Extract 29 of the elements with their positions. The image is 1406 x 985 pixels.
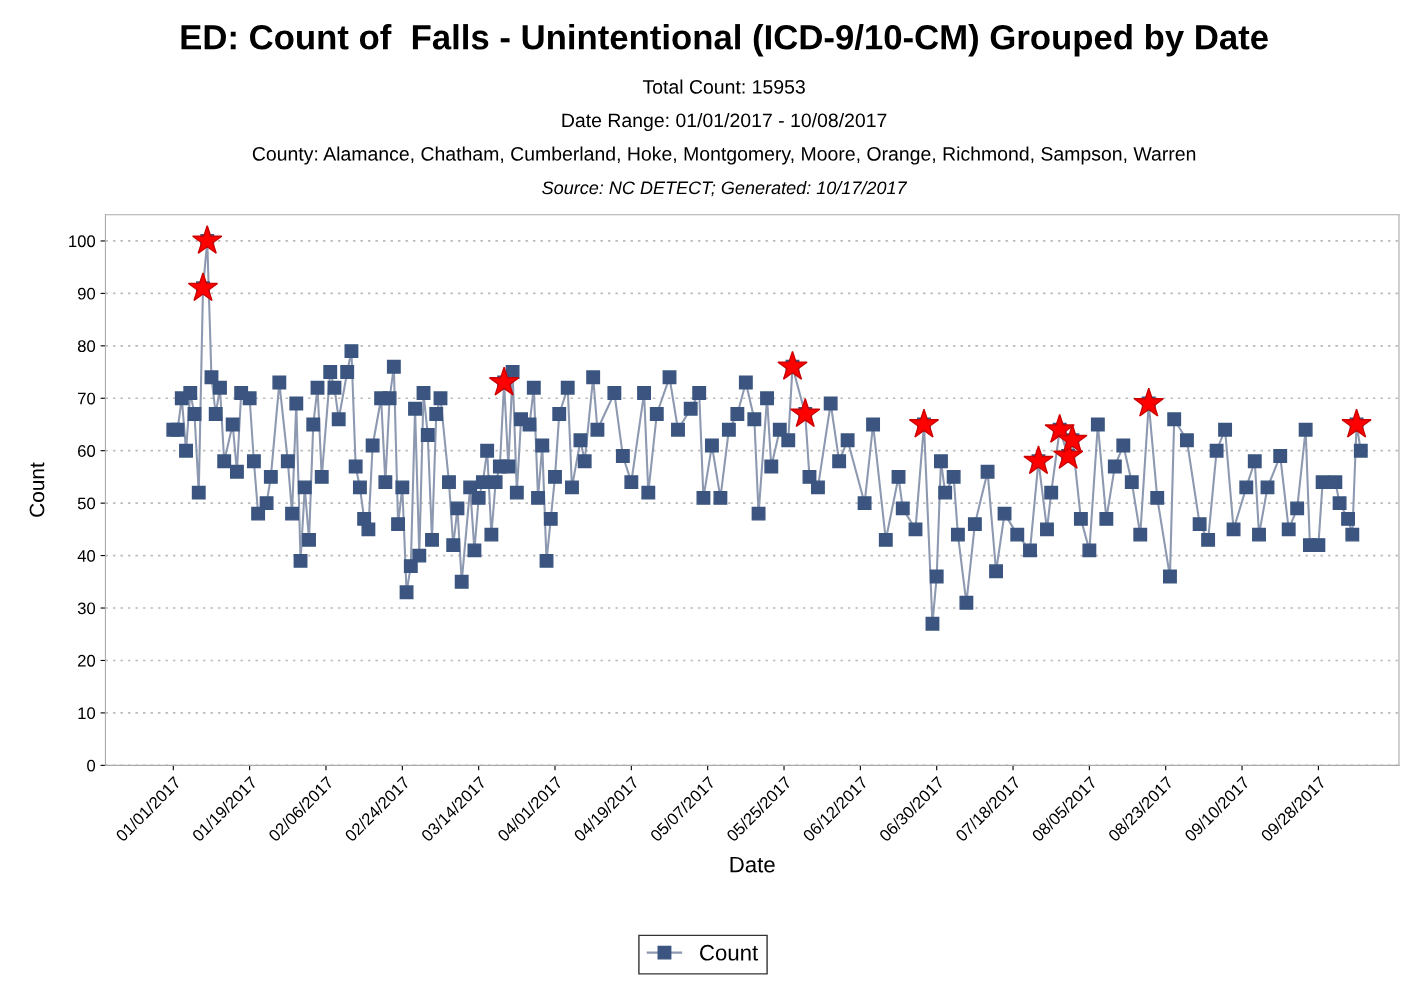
y-tick-label: 0	[87, 759, 96, 772]
text: County: Alamance, Chatham, Cumberland, Hoke, Montgomery, Moore, Orange, Richmond, Sampson, Warren	[252, 146, 1196, 165]
point	[908, 408, 940, 438]
y-tick-label: 90	[77, 287, 96, 300]
y-tick-label: 30	[77, 602, 96, 615]
y-axis-title: Count	[29, 462, 45, 517]
point	[1057, 424, 1088, 454]
y-tick-label: 70	[78, 392, 96, 405]
y-tick-label: 40	[77, 549, 96, 562]
y-tick-label: 100	[69, 235, 96, 248]
source-note: Source: NC DETECT; Generated: 10/17/2017	[542, 180, 908, 197]
text: Date Range: 01/01/2017 - 10/08/2017	[562, 112, 887, 132]
point	[789, 398, 821, 428]
y-tick-label: 20	[78, 654, 96, 667]
y-tick-label: 10	[78, 707, 96, 720]
point	[1133, 387, 1164, 417]
point	[488, 366, 520, 396]
y-tick-label: 50	[77, 497, 96, 510]
y-tick-label: 80	[77, 340, 96, 353]
y-tick-label: 60	[78, 445, 96, 457]
chart-title: ED: Count of Falls - Unintentional (ICD-9/10-CM) Grouped by Date	[181, 24, 1268, 57]
chart-subtitle: Total Count: 15953	[642, 79, 805, 94]
point	[1023, 445, 1054, 475]
point	[192, 224, 223, 255]
point	[1341, 408, 1372, 438]
legend-label: Count	[700, 944, 759, 961]
point	[187, 272, 219, 302]
point	[777, 350, 808, 380]
x-axis-title: Date	[730, 856, 775, 873]
